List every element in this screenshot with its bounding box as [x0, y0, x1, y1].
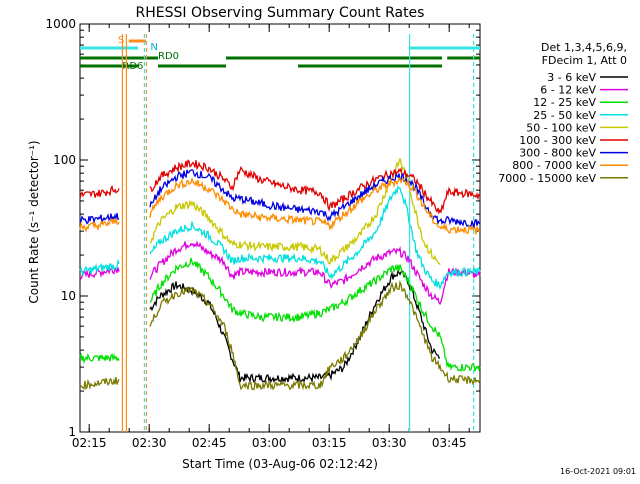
- n-label: N: [150, 42, 157, 53]
- y-tick-label: 1: [68, 425, 76, 439]
- legend-label: 300 - 800 keV: [519, 147, 596, 160]
- legend-label: 3 - 6 keV: [547, 71, 596, 84]
- plot-layer: 1 10 100 1000 02:15 02:30 02:45 03:00 03:15 03:30…: [45, 17, 628, 450]
- x-tick-label: 02:30: [132, 436, 167, 450]
- legend-label: 25 - 50 keV: [533, 109, 596, 122]
- rd0-label: RD0: [158, 51, 179, 62]
- legend-header-line: Det 1,3,4,5,6,9,: [541, 41, 627, 54]
- series-line: [79, 159, 481, 215]
- series-line: [79, 279, 481, 391]
- x-tick-label: 03:30: [372, 436, 407, 450]
- y-tick-label: 100: [53, 153, 76, 167]
- x-axis-label: Start Time (03-Aug-06 02:12:42): [182, 457, 378, 471]
- legend-label: 800 - 7000 keV: [512, 159, 596, 172]
- x-tick-label: 03:45: [432, 436, 467, 450]
- series-line: [79, 257, 481, 373]
- legend-label: 100 - 300 keV: [519, 134, 596, 147]
- series-line: [79, 185, 481, 291]
- series-line: [79, 169, 481, 230]
- y-tick-label: 1000: [45, 17, 76, 31]
- legend-label: 6 - 12 keV: [540, 84, 596, 97]
- rd6-label: RD6: [122, 61, 143, 72]
- series-line: [79, 240, 481, 306]
- x-tick-label: 02:15: [72, 436, 107, 450]
- legend-label: 12 - 25 keV: [533, 96, 596, 109]
- legend-header-line: FDecim 1, Att 0: [542, 54, 627, 67]
- s-label: S: [118, 35, 124, 46]
- chart-title: RHESSI Observing Summary Count Rates: [136, 5, 425, 21]
- x-tick-label: 03:00: [252, 436, 287, 450]
- legend-label: 7000 - 15000 keV: [498, 172, 596, 185]
- series-line: [79, 176, 481, 235]
- y-tick-label: 10: [61, 289, 76, 303]
- x-tick-label: 03:15: [312, 436, 347, 450]
- x-tick-label: 02:45: [192, 436, 227, 450]
- y-axis-label: Count Rate (s⁻¹ detector⁻¹): [27, 140, 41, 303]
- timestamp-label: 16-Oct-2021 09:01: [560, 467, 636, 476]
- legend-label: 50 - 100 keV: [526, 121, 596, 134]
